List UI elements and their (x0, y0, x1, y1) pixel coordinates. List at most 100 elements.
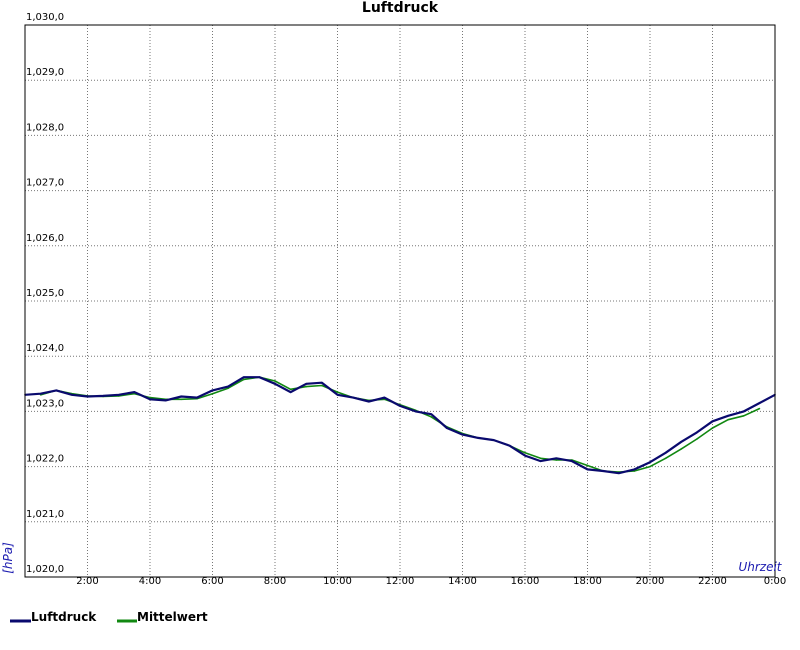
data-point (524, 454, 526, 457)
data-point (430, 416, 433, 418)
data-point (758, 402, 761, 404)
legend-item-luftdruck: Luftdruck (10, 610, 97, 624)
data-point (133, 391, 136, 393)
data-point (493, 439, 495, 441)
data-point (336, 394, 339, 396)
x-tick-label: 20:00 (636, 576, 665, 587)
x-tick-label: 12:00 (386, 576, 415, 587)
y-tick-label: 1,022,0 (26, 454, 64, 465)
x-tick-label: 18:00 (573, 576, 602, 587)
data-point (664, 452, 667, 454)
chart-title: Luftdruck (362, 0, 439, 16)
data-point (539, 460, 542, 462)
x-tick-label: 8:00 (264, 576, 286, 587)
legend: Luftdruck Mittelwert (10, 610, 208, 624)
y-tick-label: 1,029,0 (26, 67, 64, 78)
data-point (258, 376, 261, 379)
data-point (555, 459, 558, 461)
data-point (571, 460, 573, 462)
data-point (243, 378, 245, 381)
data-point (680, 441, 683, 443)
x-tick-label: 22:00 (698, 576, 727, 587)
data-point (586, 464, 589, 467)
x-axis-ticks: 2:00 4:00 6:00 8:00 10:00 12:00 14:00 16:00 18:0… (76, 576, 786, 587)
data-point (727, 415, 729, 417)
data-point (180, 398, 183, 401)
data-point (758, 407, 761, 410)
y-tick-label: 1,020,0 (26, 564, 64, 575)
data-point (149, 398, 151, 401)
y-tick-label: 1,030,0 (26, 12, 64, 23)
data-point (711, 427, 714, 429)
data-point (711, 420, 714, 423)
data-point (39, 392, 42, 395)
x-tick-label: 10:00 (323, 576, 352, 587)
legend-item-mittelwert: Mittelwert (117, 610, 208, 624)
data-point (430, 413, 433, 416)
data-point (227, 385, 229, 388)
data-point (211, 389, 214, 392)
grid (25, 25, 775, 577)
y-tick-label: 1,021,0 (26, 509, 64, 520)
x-tick-label: 16:00 (511, 576, 540, 587)
data-point (743, 415, 745, 417)
data-point (86, 395, 89, 398)
data-point (274, 380, 276, 382)
data-point (508, 444, 511, 447)
data-point (633, 468, 636, 471)
data-point (289, 388, 292, 391)
legend-label-mittelwert: Mittelwert (137, 610, 208, 624)
data-point (743, 410, 745, 413)
data-point (102, 395, 104, 397)
data-point (680, 448, 683, 450)
x-axis-label: Uhrzeit (738, 560, 782, 574)
y-axis-label: [hPa] (1, 542, 15, 574)
data-point (352, 396, 354, 399)
data-point (461, 433, 464, 436)
data-point (305, 385, 308, 388)
data-point (55, 389, 58, 392)
data-point (383, 396, 386, 399)
data-point (649, 461, 651, 464)
plot-frame (24, 24, 776, 578)
data-point (602, 470, 604, 472)
data-point (477, 437, 479, 439)
y-tick-label: 1,024,0 (26, 343, 64, 354)
data-point (211, 392, 214, 395)
x-tick-label: 14:00 (448, 576, 477, 587)
data-point (446, 427, 448, 429)
x-tick-label: 4:00 (139, 576, 161, 587)
y-tick-label: 1,023,0 (26, 398, 64, 409)
data-point (414, 410, 417, 413)
legend-label-luftdruck: Luftdruck (31, 610, 97, 624)
data-point (368, 400, 370, 403)
data-point (586, 468, 589, 471)
data-point (321, 384, 323, 387)
data-point (727, 418, 729, 421)
data-point (118, 394, 120, 396)
data-point (305, 383, 308, 385)
y-tick-label: 1,025,0 (26, 288, 64, 299)
x-tick-label: 0:00 (764, 576, 786, 587)
data-point (196, 396, 198, 399)
data-point (336, 391, 339, 393)
data-point (696, 431, 698, 434)
data-point (649, 465, 651, 468)
series-layer (24, 376, 776, 475)
y-tick-label: 1,027,0 (26, 178, 64, 189)
y-axis-ticks: 1,020,0 1,021,0 1,022,0 1,023,0 1,024,0 1,025… (26, 12, 64, 575)
data-point (618, 472, 620, 475)
x-tick-label: 6:00 (201, 576, 223, 587)
y-tick-label: 1,028,0 (26, 122, 64, 133)
data-point (399, 405, 401, 407)
data-point (243, 376, 245, 379)
data-point (664, 457, 667, 460)
data-point (71, 394, 73, 396)
data-point (289, 391, 292, 393)
y-tick-label: 1,026,0 (26, 233, 64, 244)
data-point (539, 457, 542, 460)
data-point (524, 452, 526, 454)
data-point (555, 457, 558, 460)
data-point (180, 395, 183, 398)
